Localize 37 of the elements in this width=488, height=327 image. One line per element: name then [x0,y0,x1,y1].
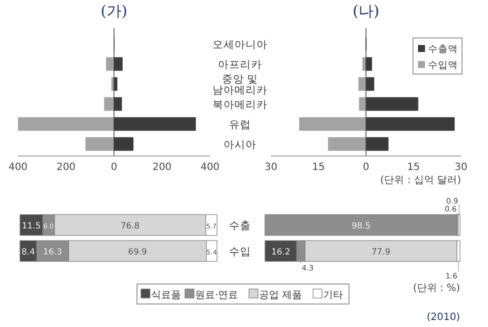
data-label: 77.9 [371,248,390,258]
x-tick-label: 200 [152,162,172,173]
chart-title: (가) [100,2,128,20]
y-tick-label: 오세아니아 [212,39,268,51]
x-tick-label: 0 [362,162,370,173]
data-label: 76.8 [120,222,140,232]
x-tick-label: 400 [200,162,220,173]
y-tick-label: 북아메리카 [212,99,268,111]
x-tick-label: 30 [264,162,278,173]
text: (단위 : %) [412,283,460,294]
legend-label: 원료·연료 [195,290,238,301]
data-label: 8.4 [22,248,36,258]
x-tick-label: 15 [407,162,420,173]
y-tick-label: 중앙 및 남아메리카 [212,74,268,96]
data-label: 69.9 [128,248,147,258]
data-label: 98.5 [352,222,371,232]
legend-label: 공업 제품 [259,290,302,301]
y-tick-label: 아시아 [224,139,256,151]
legend-label: 수출액 [428,44,458,55]
y-tick-label: 수입 [229,246,251,258]
x-tick-label: 400 [8,162,28,173]
legend-label: 기타 [323,290,343,301]
x-tick-label: 0 [110,162,118,173]
legend-label: 식료품 [151,290,181,301]
y-tick-label: 수출 [229,220,251,232]
data-label: 11.5 [22,222,41,232]
data-label: 16.2 [271,248,290,258]
y-tick-label: 유럽 [229,119,251,131]
y-tick-label: 아프리카 [218,59,262,71]
legend-label: 수입액 [428,60,458,71]
text: (단위 : 십억 달러) [380,175,462,186]
x-tick-label: 200 [56,162,76,173]
chart-title: (나) [352,2,380,20]
x-tick-label: 15 [312,162,325,173]
x-tick-label: 30 [454,162,468,173]
text: (2010) [426,312,460,323]
data-label: 16.3 [43,248,62,258]
